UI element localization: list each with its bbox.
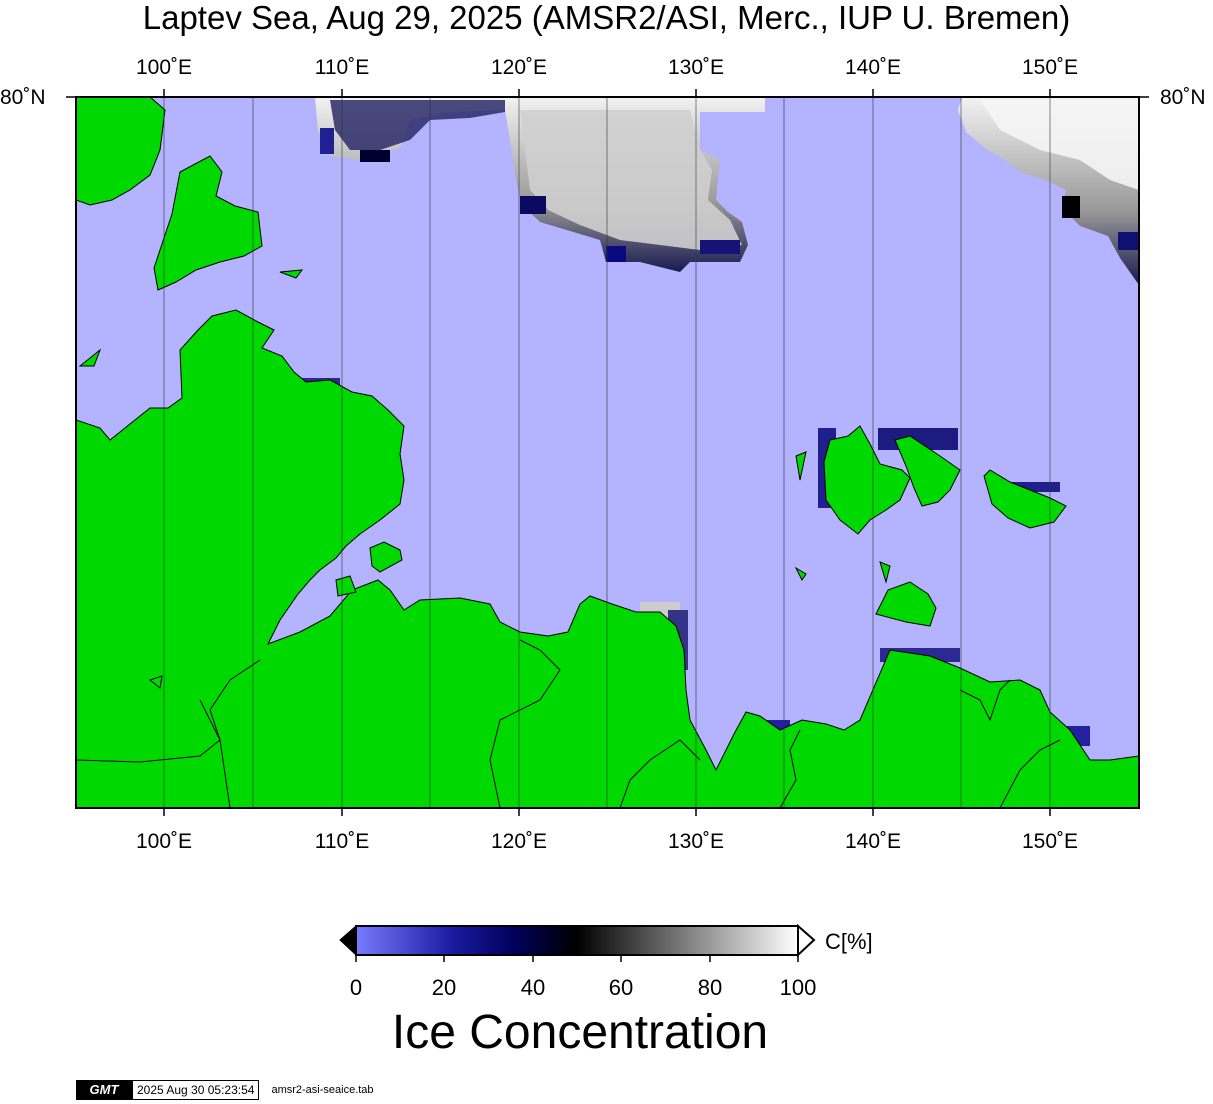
colorbar-tick-20: 20 xyxy=(431,975,457,1000)
meridian-lines xyxy=(163,97,1051,808)
colorbar-tick-0: 0 xyxy=(349,975,363,1000)
top-lon-label-150: 150˚E xyxy=(1021,56,1079,79)
top-lon-label-100: 100˚E xyxy=(135,56,193,79)
colorbar-high-arrow xyxy=(797,923,816,958)
colorbar-unit: C[%] xyxy=(825,929,873,954)
bottom-lon-label-100: 100˚E xyxy=(135,830,193,853)
colorbar xyxy=(339,923,816,962)
bottom-lon-label-120: 120˚E xyxy=(490,830,548,853)
gmt-logo: GMT xyxy=(76,1080,132,1100)
top-lon-label-110: 110˚E xyxy=(314,56,370,79)
right-lat-label-80n: 80˚N xyxy=(1160,86,1206,109)
colorbar-tick-80: 80 xyxy=(697,975,723,1000)
land-boundaries xyxy=(76,639,1061,808)
colorbar-title: Ice Concentration xyxy=(391,1006,769,1059)
frame-ticks xyxy=(66,89,1149,816)
bottom-lon-label-150: 150˚E xyxy=(1021,830,1079,853)
map-frame xyxy=(75,96,1140,809)
top-lon-label-120: 120˚E xyxy=(490,56,548,79)
bottom-lon-label-140: 140˚E xyxy=(844,830,902,853)
timestamp: 2025 Aug 30 05:23:54 xyxy=(132,1080,260,1100)
left-lat-label-80n: 80˚N xyxy=(0,86,46,109)
top-lon-label-130: 130˚E xyxy=(667,56,725,79)
colorbar-tick-60: 60 xyxy=(608,975,634,1000)
bottom-lon-label-130: 130˚E xyxy=(667,830,725,853)
source-file: amsr2-asi-seaice.tab xyxy=(271,1084,374,1096)
colorbar-tick-100: 100 xyxy=(779,975,817,1000)
footer: GMT 2025 Aug 30 05:23:54 amsr2-asi-seaic… xyxy=(76,1080,374,1100)
colorbar-low-arrow xyxy=(339,924,357,957)
bottom-lon-label-110: 110˚E xyxy=(314,830,370,853)
map-title: Laptev Sea, Aug 29, 2025 (AMSR2/ASI, Mer… xyxy=(142,0,1071,36)
colorbar-tick-40: 40 xyxy=(520,975,546,1000)
colorbar-ramp xyxy=(355,925,799,956)
top-lon-label-140: 140˚E xyxy=(844,56,902,79)
